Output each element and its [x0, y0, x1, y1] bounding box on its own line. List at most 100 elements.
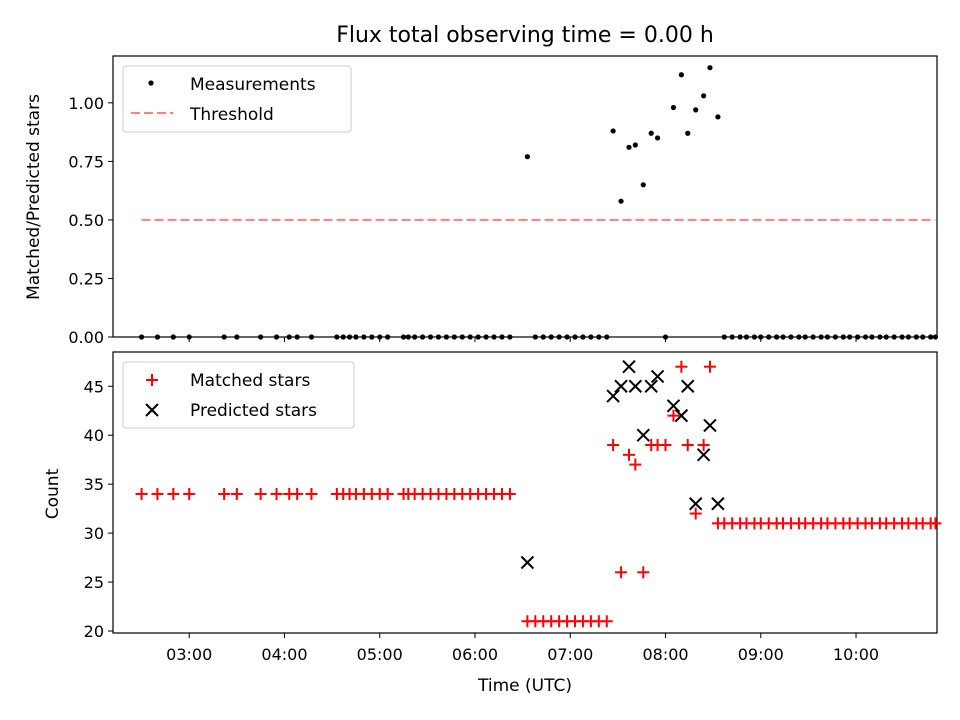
measurement-point	[869, 334, 875, 340]
measurement-point	[883, 334, 889, 340]
measurement-point	[758, 334, 764, 340]
measurement-point	[221, 334, 227, 340]
measurement-point	[840, 334, 846, 340]
measurement-point	[899, 334, 905, 340]
y-tick-label: 35	[84, 475, 104, 494]
measurement-point	[369, 334, 375, 340]
measurement-point	[580, 334, 586, 340]
measurement-point	[524, 154, 530, 160]
measurement-point	[693, 107, 699, 113]
measurement-point	[377, 334, 383, 340]
measurement-point	[353, 334, 359, 340]
y-tick-label: 0.00	[68, 328, 104, 347]
predicted-star-point	[681, 379, 695, 393]
y-tick-label: 0.75	[68, 152, 104, 171]
measurement-point	[891, 334, 897, 340]
predicted-star-point	[674, 408, 689, 423]
x-tick-label: 06:00	[452, 645, 498, 664]
measurement-point	[737, 334, 743, 340]
measurement-point	[905, 334, 912, 340]
measurement-point	[654, 135, 661, 141]
y-tick-label: 0.25	[68, 269, 104, 288]
measurement-point	[412, 334, 418, 340]
measurement-point	[913, 334, 919, 340]
measurement-point	[491, 334, 497, 340]
measurement-point	[618, 198, 624, 204]
measurement-point	[294, 334, 300, 340]
measurement-point	[855, 334, 861, 340]
measurement-point	[308, 334, 315, 340]
measurement-point	[564, 334, 570, 340]
measurement-point	[701, 93, 707, 99]
measurement-point	[678, 72, 684, 78]
measurement-point	[729, 334, 735, 340]
measurement-point	[340, 334, 346, 340]
measurement-point	[743, 334, 750, 340]
measurement-point	[818, 334, 824, 340]
measurement-point	[556, 334, 562, 340]
measurement-point	[483, 334, 489, 340]
measurement-point	[766, 334, 772, 340]
measurement-point	[824, 334, 831, 340]
legend-label: Threshold	[189, 105, 274, 125]
predicted-star-point	[614, 379, 628, 393]
x-tick-label: 08:00	[642, 645, 688, 664]
measurement-point	[138, 334, 145, 340]
predicted-star-point	[666, 399, 681, 413]
plot-frame	[112, 351, 938, 634]
predicted-star-point	[711, 497, 725, 511]
measurement-point	[273, 334, 280, 340]
y-tick-label: 1.00	[68, 94, 104, 113]
measurement-point	[451, 334, 457, 340]
measurement-point	[832, 334, 838, 340]
chart-title: Flux total observing time = 0.00 h	[336, 23, 714, 48]
predicted-star-point	[703, 418, 717, 433]
x-tick-label: 04:00	[261, 645, 307, 664]
measurement-point	[788, 334, 794, 340]
measurement-point	[626, 144, 632, 150]
bottom-plot: 20 25 30 35 40 45 03:00 04:00 05:00 06:00 07:00 08:…	[84, 351, 942, 664]
legend-label: Predicted stars	[190, 401, 317, 421]
measurement-point	[361, 334, 367, 340]
measurement-point	[419, 334, 426, 340]
measurement-point	[572, 334, 578, 340]
top-y-axis-label: Matched/Predicted stars	[24, 94, 44, 300]
measurement-point	[780, 334, 786, 340]
predicted-star-point	[696, 448, 711, 462]
measurement-point	[170, 334, 176, 340]
measurement-point	[862, 334, 869, 340]
measurement-point	[499, 334, 505, 340]
predicted-star-point	[520, 555, 535, 570]
measurement-point	[405, 334, 411, 340]
measurement-point	[774, 334, 780, 340]
x-tick-label: 05:00	[357, 645, 403, 664]
measurement-point	[385, 334, 391, 340]
y-tick-label: 20	[84, 622, 104, 641]
measurement-point	[540, 334, 546, 340]
measurement-point	[588, 334, 594, 340]
measurement-point	[604, 334, 610, 340]
measurement-point	[459, 334, 465, 340]
x-tick-label: 10:00	[833, 645, 879, 664]
measurement-point	[234, 334, 240, 340]
x-tick-label: 07:00	[547, 645, 593, 664]
measurement-point	[154, 334, 161, 340]
y-tick-label: 40	[84, 426, 104, 445]
predicted-star-point	[628, 379, 643, 393]
predicted-star-point	[688, 497, 703, 511]
measurement-point	[610, 128, 616, 134]
measurement-point	[715, 114, 721, 120]
top-plot: 0.00 0.25 0.50 0.75 1.00 Measurements Threshol…	[68, 55, 939, 347]
legend-marker	[148, 80, 154, 86]
legend-marker	[145, 403, 159, 417]
measurement-point	[802, 334, 808, 340]
measurement-point	[400, 334, 407, 340]
predicted-star-point	[606, 389, 620, 403]
measurement-point	[475, 334, 481, 340]
measurement-point	[847, 334, 853, 340]
measurement-point	[346, 334, 353, 340]
y-tick-label: 25	[84, 573, 104, 592]
x-tick-label: 03:00	[166, 645, 212, 664]
measurement-point	[920, 334, 926, 340]
